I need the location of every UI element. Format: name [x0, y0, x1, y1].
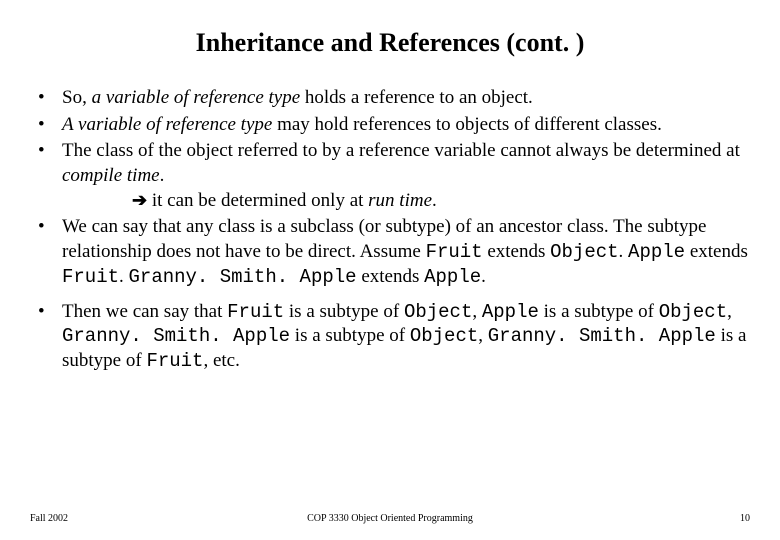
sub-line: ➔ it can be determined only at run time. [62, 189, 750, 214]
text: Then we can say that [62, 301, 227, 322]
bullet-list: So, a variable of reference type holds a… [38, 86, 750, 374]
text: may hold references to objects of differ… [272, 114, 662, 135]
footer-left: Fall 2002 [30, 513, 68, 524]
italic-text: run time [368, 190, 432, 211]
code-text: Granny. Smith. Apple [129, 266, 357, 288]
bullet-3: The class of the object referred to by a… [38, 139, 750, 213]
code-text: Granny. Smith. Apple [488, 325, 716, 347]
italic-text: a variable of reference type [92, 87, 301, 108]
text: . [160, 165, 165, 186]
bullet-5: Then we can say that Fruit is a subtype … [38, 300, 750, 374]
footer-center: COP 3330 Object Oriented Programming [30, 513, 750, 524]
text: extends [685, 241, 748, 262]
code-text: Object [659, 301, 727, 323]
text: The class of the object referred to by a… [62, 140, 740, 161]
text: So, [62, 87, 92, 108]
arrow-icon: ➔ [132, 190, 147, 210]
text: . [481, 266, 486, 287]
slide: Inheritance and References (cont. ) So, … [0, 0, 780, 540]
footer-right: 10 [740, 513, 750, 524]
text: , [472, 301, 482, 322]
slide-title: Inheritance and References (cont. ) [30, 28, 750, 58]
text: extends [483, 241, 551, 262]
text: is a subtype of [290, 325, 410, 346]
code-text: Granny. Smith. Apple [62, 325, 290, 347]
code-text: Fruit [227, 301, 284, 323]
text: . [432, 190, 437, 211]
code-text: Fruit [426, 241, 483, 263]
code-text: Apple [482, 301, 539, 323]
text: it can be determined only at [147, 190, 368, 211]
text: is a subtype of [539, 301, 659, 322]
text: , [727, 301, 732, 322]
text: holds a reference to an object. [300, 87, 533, 108]
code-text: Object [404, 301, 472, 323]
code-text: Fruit [62, 266, 119, 288]
bullet-2: A variable of reference type may hold re… [38, 113, 750, 138]
text: . [619, 241, 629, 262]
code-text: Fruit [146, 350, 203, 372]
code-text: Object [550, 241, 618, 263]
text: is a subtype of [284, 301, 404, 322]
italic-text: A variable of reference type [62, 114, 272, 135]
code-text: Apple [628, 241, 685, 263]
text: , [478, 325, 488, 346]
bullet-1: So, a variable of reference type holds a… [38, 86, 750, 111]
footer: Fall 2002 COP 3330 Object Oriented Progr… [0, 513, 780, 524]
code-text: Apple [424, 266, 481, 288]
text: , etc. [203, 350, 239, 371]
code-text: Object [410, 325, 478, 347]
text: extends [357, 266, 425, 287]
bullet-4: We can say that any class is a subclass … [38, 215, 750, 289]
text: . [119, 266, 129, 287]
italic-text: compile time [62, 165, 160, 186]
